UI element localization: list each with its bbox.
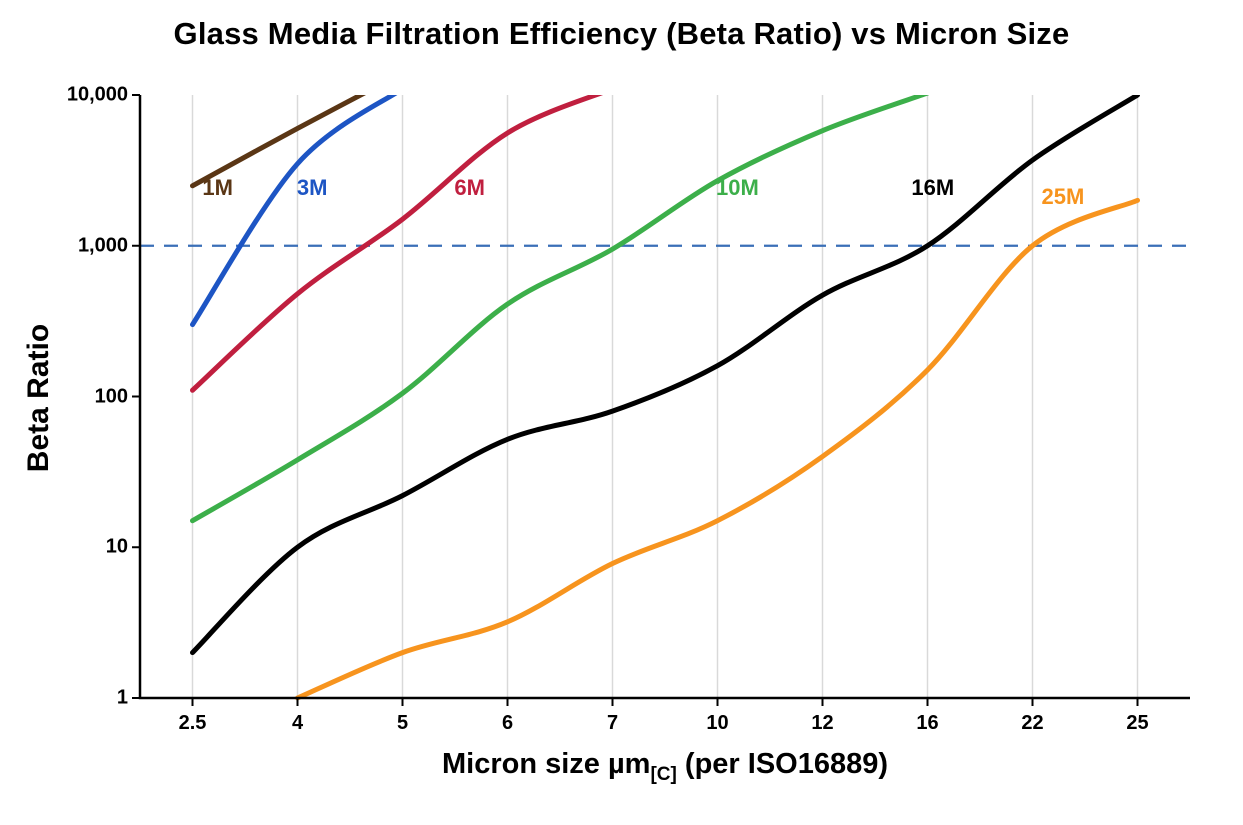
curve-3M <box>190 95 398 328</box>
curve-6M <box>190 95 604 393</box>
x-axis-title-subscript: [C] <box>650 764 677 785</box>
x-axis-title-rest: (per ISO16889) <box>676 748 889 780</box>
curve-1M <box>190 95 366 189</box>
curve-16M <box>190 95 1140 656</box>
chart-title: Glass Media Filtration Efficiency (Beta … <box>173 16 1070 51</box>
series-curves <box>190 95 1140 701</box>
x-axis-title-main: Micron size µm <box>441 748 651 780</box>
curve-25M <box>295 197 1140 701</box>
x-axis-title: Micron size µm[C] (per ISO16889) <box>140 748 1190 786</box>
curve-10M <box>190 95 930 524</box>
